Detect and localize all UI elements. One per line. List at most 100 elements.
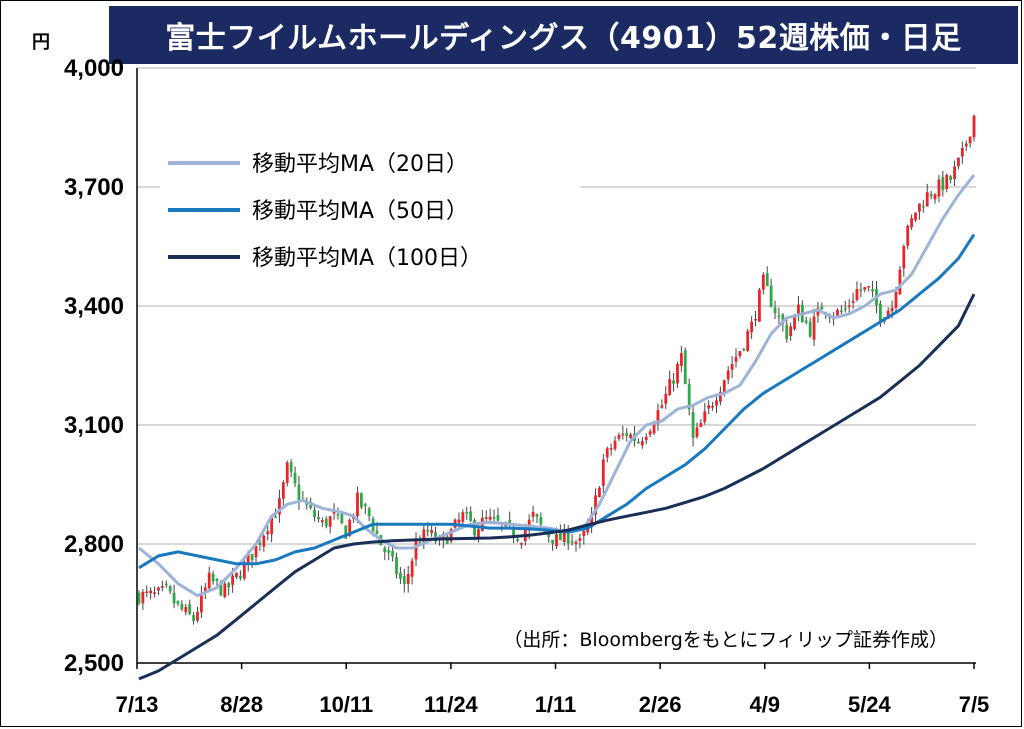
candle-body <box>422 529 426 543</box>
y-tick-labels: 2,500 2,800 3,100 3,400 3,700 4,000 <box>64 55 124 677</box>
candle-body <box>758 289 761 322</box>
candle-body <box>199 593 203 613</box>
candle-body <box>242 561 246 579</box>
candle-body <box>668 379 672 396</box>
candle-body <box>793 315 796 329</box>
candle-body <box>898 269 902 295</box>
y-tick-label: 3,100 <box>64 412 124 439</box>
candle-body <box>196 612 199 621</box>
x-tick-label: 2/26 <box>639 692 682 717</box>
candle-body <box>664 393 668 404</box>
candle-body <box>235 572 238 578</box>
chart-title: 富士フイルムホールディングス（4901）52週株価・日足 <box>165 21 962 56</box>
candle-body <box>254 545 258 558</box>
candle-body <box>492 517 496 519</box>
candle-body <box>570 541 574 543</box>
legend-ma50-label: 移動平均MA（50日） <box>252 199 468 224</box>
candle-body <box>797 304 800 317</box>
x-tick-label: 11/24 <box>424 692 479 717</box>
candle-body <box>718 391 722 402</box>
candle-body <box>239 575 242 579</box>
candle-body <box>609 448 613 450</box>
y-tick-label: 3,400 <box>64 293 124 320</box>
candle-body <box>640 441 644 446</box>
candle-body <box>960 147 964 157</box>
candle-body <box>968 136 972 144</box>
candle-body <box>906 225 910 246</box>
candle-body <box>761 274 765 290</box>
candle-body <box>313 510 316 518</box>
candle-body <box>754 318 757 321</box>
candle-body <box>812 316 816 340</box>
candle-body <box>726 370 730 380</box>
candle-body <box>890 307 894 312</box>
candle-body <box>192 615 195 621</box>
candle-body <box>203 587 207 593</box>
candle-body <box>699 422 703 428</box>
candle-body <box>886 310 890 319</box>
candle-body <box>625 433 629 436</box>
candle-body <box>683 350 687 385</box>
candle-body <box>855 289 859 300</box>
candle-body <box>555 534 558 547</box>
source-note: （出所：Bloombergをもとにフィリップ証券作成） <box>503 629 948 651</box>
candle-body <box>574 542 578 544</box>
candle-body <box>496 515 500 521</box>
candle-body <box>617 434 621 439</box>
candle-body <box>363 504 367 507</box>
candle-body <box>449 529 453 542</box>
candle-body <box>637 441 640 444</box>
candle-body <box>262 535 266 547</box>
candle-body <box>711 405 714 408</box>
legend: 移動平均MA（20日） 移動平均MA（50日） 移動平均MA（100日） <box>160 142 580 278</box>
candle-body <box>707 405 711 409</box>
x-tick-label: 4/9 <box>749 692 780 717</box>
candle-body <box>332 511 336 514</box>
candle-body <box>512 528 515 539</box>
candle-body <box>399 572 402 579</box>
candle-body <box>149 590 153 594</box>
candle-body <box>921 206 925 208</box>
candle-body <box>871 289 874 292</box>
source-background <box>384 622 952 654</box>
ma100-line <box>138 293 976 681</box>
candle-body <box>945 174 949 190</box>
candle-body <box>402 576 406 585</box>
candle-body <box>551 539 555 544</box>
candle-body <box>328 516 332 527</box>
candle-body <box>941 176 945 191</box>
candle-body <box>804 320 808 323</box>
candle-body <box>601 459 605 486</box>
legend-ma100-label: 移動平均MA（100日） <box>252 246 482 271</box>
candle-body <box>289 462 293 472</box>
candle-body <box>410 560 414 577</box>
candle-body <box>660 405 664 408</box>
candle-body <box>613 440 617 449</box>
candle-body <box>340 511 344 524</box>
candle-body <box>278 498 281 515</box>
candle-body <box>164 583 168 586</box>
candle-body <box>676 363 679 384</box>
candle-body <box>918 203 921 212</box>
candle-body <box>367 508 371 517</box>
candle-body <box>765 273 769 287</box>
candle-body <box>250 553 254 560</box>
x-tick-label: 7/13 <box>116 692 159 717</box>
y-axis-unit: 円 <box>32 32 50 53</box>
candle-body <box>789 326 793 337</box>
candle-body <box>519 543 523 545</box>
ma50-line <box>138 233 976 570</box>
candle-body <box>566 531 570 544</box>
candle-body <box>359 493 363 508</box>
candle-body <box>223 583 227 598</box>
candle-body <box>258 542 262 545</box>
candle-body <box>219 581 223 596</box>
candle-body <box>558 531 562 541</box>
candle-body <box>843 308 847 310</box>
candle-body <box>859 289 863 291</box>
candle-body <box>578 538 582 541</box>
candle-body <box>383 547 387 552</box>
candle-body <box>406 574 410 585</box>
candle-body <box>461 512 465 522</box>
